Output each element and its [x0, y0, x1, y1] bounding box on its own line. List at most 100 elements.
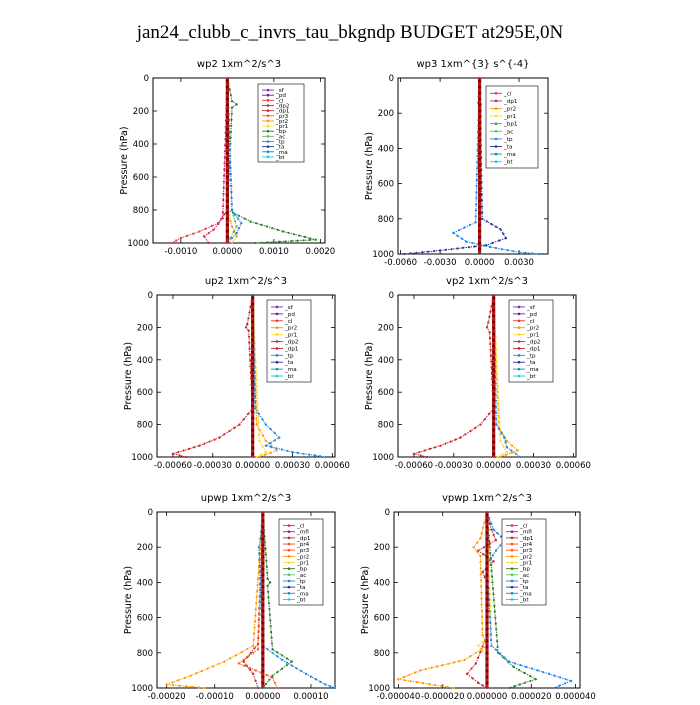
- legend-marker: [275, 319, 279, 323]
- data-point: [257, 415, 260, 418]
- data-point: [423, 449, 426, 452]
- data-point: [428, 447, 431, 450]
- data-point: [513, 685, 516, 688]
- data-point: [243, 664, 246, 667]
- residual-marker: [261, 645, 265, 649]
- data-point: [413, 671, 417, 674]
- panel-title: wp3 1xm^{3} s^{-4}: [416, 59, 529, 70]
- data-point: [490, 223, 493, 226]
- data-point: [229, 178, 233, 182]
- data-point: [269, 441, 272, 445]
- residual-marker: [225, 151, 229, 155]
- legend-label: _dp1: [275, 109, 290, 115]
- residual-marker: [251, 380, 255, 384]
- data-point: [457, 229, 460, 232]
- y-axis-label: Pressure (hPa): [364, 132, 375, 200]
- data-point: [248, 667, 252, 670]
- data-point: [224, 144, 227, 147]
- data-point: [212, 665, 215, 668]
- data-point: [495, 634, 498, 637]
- legend-marker: [266, 119, 270, 123]
- legend-label: _cl: [519, 524, 528, 530]
- legend-label: _tp: [284, 353, 294, 359]
- residual-marker: [225, 235, 229, 239]
- data-point: [504, 237, 507, 240]
- y-tick-label: 800: [137, 421, 153, 431]
- legend-marker: [266, 104, 270, 107]
- data-point: [254, 366, 258, 369]
- data-point: [491, 575, 494, 578]
- residual-marker: [261, 579, 265, 583]
- legend-label: _ac: [296, 573, 306, 579]
- data-point: [447, 662, 450, 665]
- data-point: [302, 452, 305, 455]
- legend-marker: [510, 567, 514, 570]
- data-point: [229, 130, 232, 133]
- data-point: [260, 453, 263, 456]
- y-tick-label: 1000: [127, 239, 149, 249]
- residual-marker: [477, 85, 482, 89]
- data-point: [495, 348, 498, 351]
- data-point: [193, 446, 196, 449]
- y-axis-label: Pressure (hPa): [123, 342, 134, 410]
- data-point: [408, 673, 411, 676]
- data-point: [237, 227, 241, 230]
- data-point: [229, 172, 232, 176]
- data-point: [476, 155, 479, 158]
- plot-frame: [397, 77, 549, 255]
- legend-marker: [275, 333, 279, 336]
- legend-marker: [510, 530, 514, 534]
- legend-marker: [517, 367, 521, 371]
- data-point: [489, 552, 492, 555]
- residual-marker: [477, 211, 482, 215]
- data-point: [500, 432, 503, 435]
- data-point: [488, 559, 492, 562]
- data-point: [314, 678, 317, 681]
- legend-label: _ma: [284, 367, 297, 373]
- data-point: [488, 412, 491, 415]
- residual-marker: [251, 446, 255, 450]
- residual-marker: [477, 223, 482, 227]
- residual-marker: [225, 193, 229, 197]
- legend: _sf_pd_cl_pr2_pr1_dp2_dp1_tp_ta_ma_bt: [266, 299, 312, 383]
- data-point: [222, 186, 225, 189]
- legend-marker: [510, 524, 514, 527]
- data-point: [255, 602, 258, 605]
- data-point: [249, 220, 252, 223]
- residual-marker: [492, 368, 496, 372]
- residual-marker: [251, 338, 255, 342]
- residual-marker: [492, 404, 496, 408]
- data-point: [530, 667, 534, 670]
- chart-panel-3: up2 1xm^2/s^3 Pressure (hPa) 0 200 400 600 800…: [123, 276, 350, 471]
- plot-frame: [156, 294, 336, 458]
- data-point: [452, 661, 455, 664]
- data-point: [488, 615, 491, 618]
- data-point: [309, 675, 312, 678]
- data-point: [257, 412, 260, 415]
- residual-marker: [261, 531, 265, 535]
- data-point: [192, 232, 195, 235]
- data-point: [269, 451, 272, 454]
- data-point: [213, 438, 216, 441]
- data-point: [570, 679, 573, 683]
- data-point: [314, 238, 317, 241]
- legend-marker: [266, 124, 270, 128]
- data-point: [276, 228, 279, 231]
- data-point: [295, 667, 298, 670]
- legend-marker: [266, 109, 270, 112]
- data-point: [434, 446, 437, 449]
- data-point: [223, 168, 226, 171]
- data-point: [480, 193, 483, 196]
- data-point: [235, 235, 238, 238]
- data-point: [494, 648, 497, 651]
- data-point: [185, 455, 188, 459]
- residual-marker: [477, 247, 482, 251]
- series-pr2: [396, 510, 489, 690]
- data-point: [258, 564, 261, 567]
- data-point: [497, 391, 500, 394]
- residual-marker: [485, 573, 489, 577]
- series-pr2: [165, 510, 264, 690]
- y-tick-label: 200: [374, 543, 390, 553]
- legend-label: _pr3: [519, 548, 533, 554]
- legend-label: _ac: [503, 129, 513, 135]
